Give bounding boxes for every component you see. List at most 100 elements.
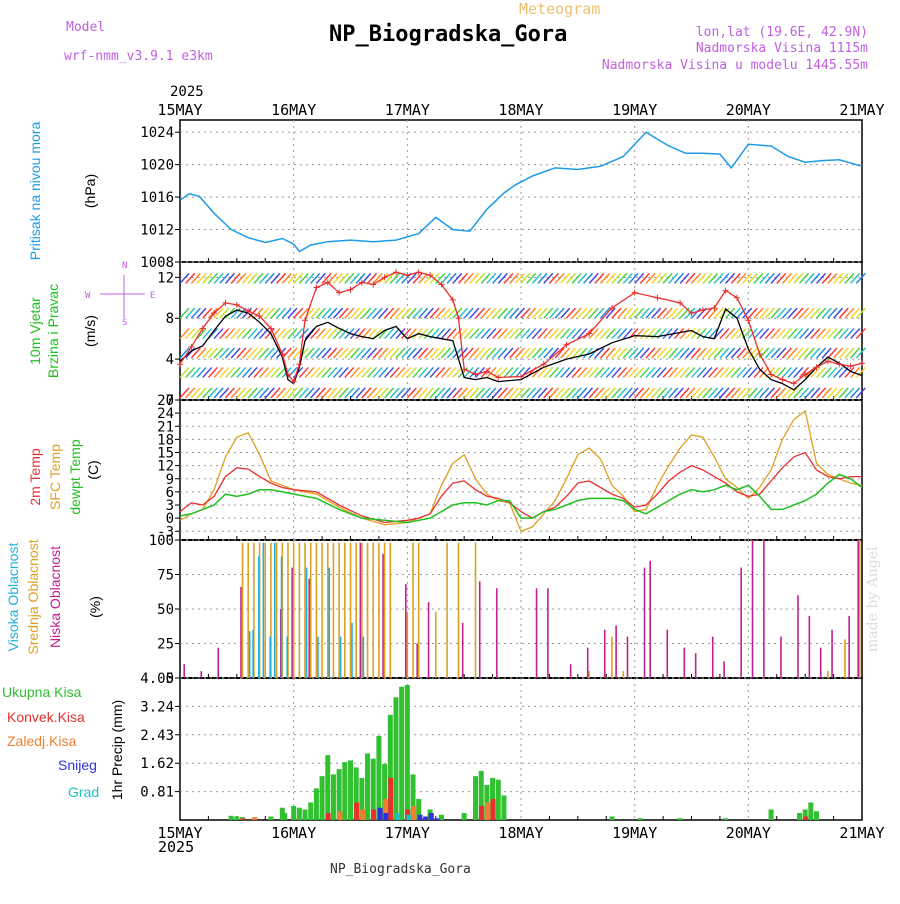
wind-gust-line bbox=[179, 271, 863, 385]
wind-barb bbox=[708, 272, 719, 284]
wind-barb bbox=[259, 366, 270, 378]
direction-label-s: S bbox=[122, 318, 127, 328]
wind-barb bbox=[207, 272, 218, 284]
wind-barb bbox=[673, 366, 684, 378]
wind-barb bbox=[423, 307, 434, 319]
wind-barb bbox=[770, 387, 781, 399]
wind-barb bbox=[577, 387, 588, 399]
wind-barb bbox=[389, 366, 400, 378]
wind-barb bbox=[367, 272, 378, 284]
wind-barb bbox=[804, 272, 815, 284]
temp-axis-label: 2m Temp bbox=[27, 448, 43, 506]
wind-barb bbox=[656, 387, 667, 399]
wind-barb bbox=[503, 347, 514, 359]
wind-barb bbox=[384, 307, 395, 319]
wind-barb bbox=[486, 307, 497, 319]
wind-barb bbox=[685, 328, 696, 340]
wind-barb bbox=[850, 387, 861, 399]
wind-barb bbox=[401, 328, 412, 340]
wind-barb bbox=[469, 307, 480, 319]
wind-barb bbox=[793, 272, 804, 284]
wind-barb bbox=[639, 307, 650, 319]
wind-barb bbox=[463, 366, 474, 378]
wind-barb bbox=[747, 366, 758, 378]
precip-bar-0 bbox=[302, 809, 308, 820]
wind-barb bbox=[776, 272, 787, 284]
wind-barb bbox=[190, 366, 201, 378]
wind-barb bbox=[230, 272, 241, 284]
sfc-temp-axis-label: SFC Temp bbox=[47, 444, 63, 510]
wind-barb bbox=[764, 347, 775, 359]
wind-barb bbox=[742, 366, 753, 378]
wind-barb bbox=[361, 347, 372, 359]
direction-cross bbox=[100, 275, 145, 318]
wind-barb bbox=[327, 272, 338, 284]
direction-label-e: E bbox=[150, 291, 155, 301]
wind-barb bbox=[537, 366, 548, 378]
wind-barb bbox=[452, 272, 463, 284]
wind-gust-marker bbox=[586, 330, 593, 337]
precip-bar-0 bbox=[473, 776, 479, 820]
wind-barb bbox=[753, 272, 764, 284]
wind-gust-marker bbox=[518, 373, 524, 380]
wind-gust-marker bbox=[290, 378, 297, 385]
wind-barb bbox=[486, 366, 497, 378]
wind-barb bbox=[776, 347, 787, 359]
wind-barb bbox=[719, 347, 730, 359]
wind-barb bbox=[594, 272, 605, 284]
wind-barb bbox=[554, 387, 565, 399]
wind-barb bbox=[651, 366, 662, 378]
x-tick-label-bottom: 21MAY bbox=[839, 824, 884, 842]
wind-barb bbox=[685, 272, 696, 284]
wind-barb bbox=[810, 328, 821, 340]
wind-barb bbox=[810, 366, 821, 378]
precip-bar-0 bbox=[325, 755, 331, 820]
temp-tick-label: -3 bbox=[157, 524, 174, 540]
wind-barb bbox=[224, 366, 235, 378]
wind-barb bbox=[696, 328, 707, 340]
wind-barb bbox=[367, 347, 378, 359]
wind-barb bbox=[361, 307, 372, 319]
wind-barb bbox=[634, 387, 645, 399]
wind-barb bbox=[389, 307, 400, 319]
wind-barb bbox=[690, 272, 702, 284]
pressure-tick-label: 1020 bbox=[140, 158, 174, 174]
precip-tick-label: 1.62 bbox=[140, 756, 174, 772]
wind-barb bbox=[605, 366, 616, 378]
wind-barb bbox=[600, 387, 611, 399]
wind-barb bbox=[219, 366, 230, 378]
wind-barb bbox=[827, 307, 838, 319]
wind-barb bbox=[594, 387, 605, 399]
wind-barb bbox=[298, 387, 309, 399]
wind-barb bbox=[600, 307, 611, 319]
wind-barb bbox=[554, 347, 565, 359]
wind-barb bbox=[179, 328, 190, 340]
precip-bar-0 bbox=[393, 697, 399, 820]
wind-barb bbox=[730, 307, 741, 319]
wind-barb bbox=[639, 366, 650, 378]
wind-barb bbox=[548, 387, 559, 399]
wind-barb bbox=[190, 347, 201, 359]
precip-bar-0 bbox=[313, 788, 319, 820]
wind-barb bbox=[713, 328, 724, 340]
wind-barb bbox=[367, 328, 378, 340]
wind-barb bbox=[264, 347, 275, 359]
precip-bar-0 bbox=[802, 809, 808, 820]
wind-gust-marker bbox=[540, 361, 547, 368]
wind-barb bbox=[480, 307, 491, 319]
wind-gust-marker bbox=[461, 366, 468, 373]
wind-barb bbox=[179, 387, 190, 399]
wind-barb bbox=[827, 366, 838, 378]
wind-gust-marker bbox=[677, 299, 684, 306]
wind-barb bbox=[804, 387, 815, 399]
precip-bar-1 bbox=[490, 798, 496, 820]
wind-barb bbox=[742, 307, 753, 319]
wind-barb bbox=[679, 366, 690, 378]
wind-barb bbox=[520, 387, 531, 399]
wind-barb bbox=[395, 387, 406, 399]
panel-frame-2 bbox=[179, 399, 863, 541]
precip-bar-0 bbox=[438, 814, 444, 820]
dewpt-axis-label: dewpt Temp bbox=[67, 439, 83, 514]
bottom-year: 2025 bbox=[158, 838, 195, 856]
